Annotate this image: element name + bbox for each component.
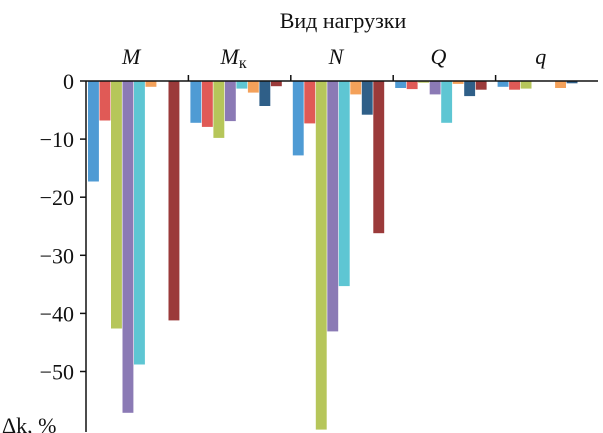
- bar-series-3-cat-5: [520, 81, 532, 89]
- y-tick-label-3: −30: [40, 243, 74, 268]
- bar-series-4-cat-2: [224, 81, 236, 122]
- bar-series-1-cat-1: [88, 81, 99, 182]
- bar-series-7-cat-4: [464, 81, 476, 97]
- bar-series-3-cat-3: [315, 81, 327, 430]
- bar-series-6-cat-4: [452, 81, 464, 84]
- bar-series-6-cat-5: [555, 81, 566, 88]
- bar-series-7-cat-3: [361, 81, 373, 115]
- bar-series-2-cat-5: [509, 81, 520, 90]
- bar-series-5-cat-2: [236, 81, 248, 89]
- bar-series-2-cat-4: [406, 81, 418, 90]
- bar-series-6-cat-1: [145, 81, 157, 87]
- bar-series-2-cat-1: [99, 81, 111, 121]
- bar-series-8-cat-4: [475, 81, 487, 90]
- bar-series-3-cat-4: [418, 81, 430, 83]
- bar-series-4-cat-1: [122, 81, 134, 413]
- bar-series-4-cat-4: [429, 81, 441, 95]
- bar-series-5-cat-4: [441, 81, 453, 123]
- category-label-5: q: [535, 44, 546, 69]
- bar-series-1-cat-4: [395, 81, 407, 88]
- category-label-4: Q: [430, 44, 446, 69]
- category-label-2: Mк: [220, 44, 247, 72]
- bar-series-2-cat-2: [201, 81, 213, 127]
- bar-series-8-cat-1: [168, 81, 180, 321]
- bar-series-8-cat-2: [270, 81, 282, 87]
- y-tick-label-4: −40: [40, 301, 74, 326]
- y-tick-label-5: −50: [40, 360, 74, 385]
- bar-series-5-cat-3: [338, 81, 350, 287]
- y-axis-label: Δk, %: [2, 413, 56, 433]
- chart-title: Вид нагрузки: [280, 8, 407, 33]
- bars-group: [88, 81, 578, 430]
- bar-series-1-cat-3: [292, 81, 304, 156]
- bar-series-1-cat-2: [190, 81, 202, 123]
- bar-series-5-cat-1: [134, 81, 145, 365]
- bar-series-6-cat-3: [350, 81, 362, 95]
- bar-series-2-cat-3: [304, 81, 316, 124]
- y-tick-label-2: −20: [40, 185, 74, 210]
- bar-series-3-cat-1: [111, 81, 122, 329]
- bar-series-8-cat-3: [373, 81, 385, 234]
- y-tick-label-1: −10: [40, 127, 74, 152]
- bar-series-7-cat-2: [259, 81, 271, 106]
- y-tick-label-0: 0: [63, 69, 74, 94]
- bar-series-3-cat-2: [213, 81, 225, 138]
- category-label-3: N: [328, 44, 345, 69]
- bar-series-6-cat-2: [247, 81, 259, 93]
- bar-series-7-cat-5: [566, 81, 578, 84]
- bar-series-1-cat-5: [497, 81, 509, 87]
- category-label-1: M: [121, 44, 142, 69]
- bar-series-4-cat-3: [327, 81, 339, 332]
